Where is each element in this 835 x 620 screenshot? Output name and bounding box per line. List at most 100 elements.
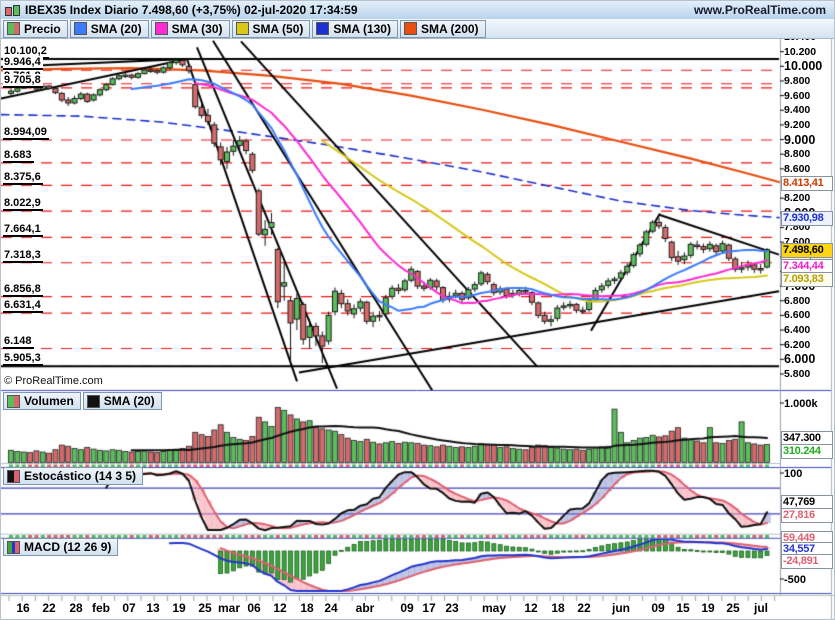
date-label-12: 12 [524,601,538,615]
date-label-16: 16 [16,601,30,615]
green-candle-glyph [13,5,20,16]
macd-value-badge: -24,891 [781,554,833,569]
price-indicators-legend: Precio SMA (20) SMA (30) SMA (50) SMA (130) S… [1,19,834,39]
stochastic-legend-label: Estocástico (14 3 5) [24,469,137,483]
prorealtime-site-link[interactable]: www.ProRealTime.com [693,3,826,17]
sma130-swatch-icon [316,22,330,35]
date-label-23: 23 [445,601,459,615]
price-axis-tick: 10.200 [784,45,817,58]
legend-item-sma-30--label: SMA (30) [171,21,223,36]
date-label-feb: feb [92,601,110,615]
instrument-title: IBEX35 Index Diario 7.498,60 (+3,75%) 02… [25,3,358,17]
red-candle-glyph [5,7,12,16]
legend-item-precio[interactable]: Precio [3,19,68,38]
price-axis-tick: 9.000 [784,132,816,147]
price-level-label: 9.946,4 [3,56,43,71]
price-level-label: 6.148 [3,334,34,349]
stochastic-value-badge: 27,816 [781,508,833,523]
legend-item-sma-130--label: SMA (130) [333,21,391,36]
stochastic-value-badge: 47,769 [781,495,833,510]
price-level-label: 6.856,8 [3,282,43,297]
date-label-09: 09 [400,601,414,615]
sma30-swatch-icon [154,22,168,35]
x-axis[interactable]: 16 22 28 feb 07 13 19 25 mar 06 12 18 24 abr 09 17 23 may… [1,596,834,619]
date-label-22: 22 [42,601,56,615]
volume-legend-volumen[interactable]: Volumen [3,392,81,410]
price-level-label: 5.905,3 [3,352,43,367]
price-axis-tick: 6.200 [784,338,811,351]
legend-item-precio-label: Precio [24,21,61,36]
date-label-15: 15 [676,601,690,615]
macd-swatch-icon [7,540,20,554]
date-label-abr: abr [355,601,375,615]
date-label-19: 19 [172,601,186,615]
date-label-24: 24 [324,601,338,615]
price-axis-tick: 6.400 [784,324,811,337]
volume-swatch-icon [7,394,20,408]
date-label-07: 07 [122,601,136,615]
date-label-13: 13 [146,601,160,615]
date-label-19: 19 [701,601,715,615]
legend-item-sma-20--label: SMA (20) [90,21,142,36]
price-axis-tick: 10.000 [784,59,823,74]
date-label-25: 25 [198,601,212,615]
date-label-17: 17 [422,601,436,615]
date-label-may: may [481,601,507,615]
date-label-09: 09 [651,601,665,615]
volume-scale-label: 1.000k [784,398,818,410]
price-level-label: 8.683 [3,148,34,163]
date-label-jun: jun [612,601,630,615]
date-label-18: 18 [551,601,565,615]
stochastic-swatch-icon [7,469,20,483]
legend-item-sma-50-[interactable]: SMA (50) [231,19,311,38]
watermark: © ProRealTime.com [4,375,103,387]
date-label-25: 25 [726,601,740,615]
legend-item-sma-20-[interactable]: SMA (20) [69,19,149,38]
price-axis-tick: 6.800 [784,294,811,307]
price-axis-tick: 6.000 [784,352,816,367]
legend-item-sma-130-[interactable]: SMA (130) [312,19,398,38]
macd-legend-label: MACD (12 26 9) [24,540,112,554]
price-level-label: 7.318,3 [3,248,43,263]
sma200-swatch-icon [403,22,417,35]
price-level-label: 8.375,6 [3,171,43,186]
legend-item-sma-200-[interactable]: SMA (200) [399,19,486,38]
date-label-06: 06 [247,601,261,615]
price-axis-tick: 5.800 [784,368,811,380]
legend-item-sma-30-[interactable]: SMA (30) [150,19,230,38]
volume-legend-sma-20--label: SMA (20) [103,394,155,408]
price-axis-tick: 8.600 [784,162,811,175]
stochastic-scale-label: 100 [784,468,803,480]
volume-sma-swatch-icon [86,394,100,408]
date-label-12: 12 [273,601,287,615]
macd-pane-legend: MACD (12 26 9) [3,538,119,556]
sma20-swatch-icon [73,22,87,35]
indicator-value-badge: 8.413,41 [781,175,833,191]
volume-pane-legend: Volumen SMA (20) [3,392,162,410]
price-axis-tick: 9.800 [784,74,811,87]
price-level-label: 7.664,1 [3,223,43,238]
price-level-label: 6.631,4 [3,299,43,314]
volume-legend-sma-20-[interactable]: SMA (20) [82,392,162,410]
stochastic-pane-legend: Estocástico (14 3 5) [3,467,144,485]
price-axis-tick: 6.600 [784,309,811,322]
candlestick-chart-icon [5,4,20,16]
macd-legend[interactable]: MACD (12 26 9) [3,538,119,556]
macd-scale-label: -500 [784,574,807,586]
date-label-jul: jul [754,601,768,615]
date-label-28: 28 [69,601,83,615]
price-axis-tick: 8.800 [784,148,811,161]
price-axis-tick: 9.400 [784,104,811,117]
price-candles-icon [7,22,20,35]
stochastic-legend[interactable]: Estocástico (14 3 5) [3,467,144,485]
indicator-value-badge: 7.930,98 [781,210,833,226]
sma50-swatch-icon [235,22,249,35]
price-level-label: 9.705,8 [3,73,43,88]
volume-value-badge: 310.244 [781,444,833,459]
date-label-18: 18 [300,601,314,615]
price-axis-tick: 9.200 [784,118,811,131]
legend-item-sma-50--label: SMA (50) [252,21,304,36]
price-axis-tick: 9.600 [784,89,811,102]
